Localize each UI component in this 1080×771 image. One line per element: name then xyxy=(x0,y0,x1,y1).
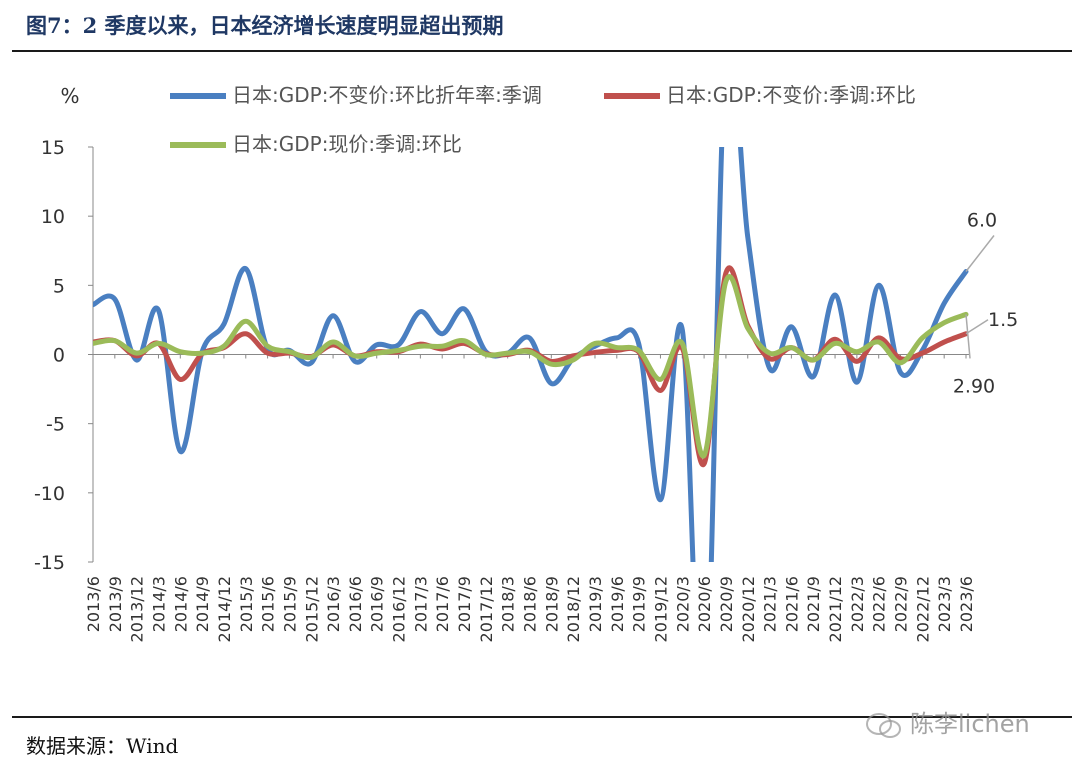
x-tick-label: 2019/9 xyxy=(630,576,649,632)
x-tick-label: 2019/6 xyxy=(608,576,627,632)
x-tick-label: 2014/6 xyxy=(171,576,190,632)
legend-label: 日本:GDP:不变价:季调:环比 xyxy=(666,83,916,107)
x-tick-label: 2021/9 xyxy=(804,576,823,632)
annotation-leader xyxy=(965,319,989,335)
x-tick-label: 2019/3 xyxy=(586,576,605,632)
y-tick-label: -15 xyxy=(34,552,65,574)
y-tick-label: 0 xyxy=(53,345,65,367)
annotation-label: 1.5 xyxy=(988,309,1018,331)
annotation-leader xyxy=(965,235,995,272)
chart-axes: 15 10 5 0 -5 -10 -15% 2013/6 2013/9 2013/12 2014/3… xyxy=(34,84,976,642)
x-tick-label: 2020/3 xyxy=(673,576,692,632)
x-tick-label: 2015/12 xyxy=(302,576,321,642)
x-tick-label: 2023/3 xyxy=(935,576,954,632)
series-line-gdp-real-annualized xyxy=(93,147,969,562)
y-tick-label: 10 xyxy=(41,206,65,228)
annotation-leader xyxy=(965,314,971,359)
x-tick-label: 2014/9 xyxy=(193,576,212,632)
chart-series-lines xyxy=(93,147,969,562)
series-line-gdp-nominal-qoq xyxy=(93,274,969,459)
y-tick-label: 5 xyxy=(53,275,65,297)
title-divider xyxy=(12,50,1072,52)
x-tick-label: 2022/9 xyxy=(892,576,911,632)
x-tick-label: 2015/9 xyxy=(280,576,299,632)
y-axis-label: % xyxy=(60,84,79,108)
x-tick-label: 2013/6 xyxy=(84,576,103,632)
x-tick-label: 2018/12 xyxy=(564,576,583,642)
x-tick-label: 2018/6 xyxy=(521,576,540,632)
watermark-text: 陈李lichen xyxy=(910,710,1030,738)
line-chart: 15 10 5 0 -5 -10 -15% 2013/6 2013/9 2013/12 2014/3… xyxy=(34,83,1018,642)
x-tick-label: 2021/12 xyxy=(826,576,845,642)
x-tick-label: 2018/3 xyxy=(499,576,518,632)
x-tick-label: 2017/12 xyxy=(477,576,496,642)
y-tick-label: 15 xyxy=(41,137,65,159)
x-tick-label: 2015/3 xyxy=(237,576,256,632)
x-tick-label: 2016/3 xyxy=(324,576,343,632)
x-tick-label: 2017/6 xyxy=(433,576,452,632)
annotation-label: 2.90 xyxy=(953,375,995,397)
x-tick-label: 2021/6 xyxy=(782,576,801,632)
wechat-icon xyxy=(866,713,901,738)
x-tick-label: 2022/3 xyxy=(848,576,867,632)
annotation-label: 6.0 xyxy=(967,210,997,232)
x-tick-label: 2020/9 xyxy=(717,576,736,632)
y-tick-label: -5 xyxy=(46,414,65,436)
x-tick-label: 2014/12 xyxy=(215,576,234,642)
data-source: 数据来源：Wind xyxy=(26,734,179,758)
x-tick-label: 2021/3 xyxy=(761,576,780,632)
legend-label: 日本:GDP:不变价:环比折年率:季调 xyxy=(232,83,542,107)
x-tick-label: 2013/12 xyxy=(128,576,147,642)
x-tick-label: 2017/9 xyxy=(455,576,474,632)
x-tick-label: 2016/9 xyxy=(368,576,387,632)
figure-title: 图7：2 季度以来，日本经济增长速度明显超出预期 xyxy=(26,13,504,38)
x-tick-label: 2016/6 xyxy=(346,576,365,632)
x-tick-label: 2022/6 xyxy=(870,576,889,632)
x-tick-label: 2017/3 xyxy=(411,576,430,632)
x-tick-label: 2015/6 xyxy=(259,576,278,632)
y-tick-label: -10 xyxy=(34,483,65,505)
legend-label: 日本:GDP:现价:季调:环比 xyxy=(232,132,462,156)
footer-divider xyxy=(12,716,1072,718)
x-tick-label: 2016/12 xyxy=(390,576,409,642)
x-tick-label: 2014/3 xyxy=(149,576,168,632)
x-tick-label: 2020/12 xyxy=(739,576,758,642)
chart-legend: 日本:GDP:不变价:环比折年率:季调 日本:GDP:不变价:季调:环比日本:GD… xyxy=(170,83,916,156)
x-tick-label: 2022/12 xyxy=(913,576,932,642)
x-tick-label: 2020/6 xyxy=(695,576,714,632)
x-tick-label: 2018/9 xyxy=(542,576,561,632)
x-tick-label: 2023/6 xyxy=(957,576,976,632)
x-tick-label: 2013/9 xyxy=(106,576,125,632)
chart-annotations: 6.0 2.90 1.5 xyxy=(953,210,1018,398)
x-tick-label: 2019/12 xyxy=(651,576,670,642)
